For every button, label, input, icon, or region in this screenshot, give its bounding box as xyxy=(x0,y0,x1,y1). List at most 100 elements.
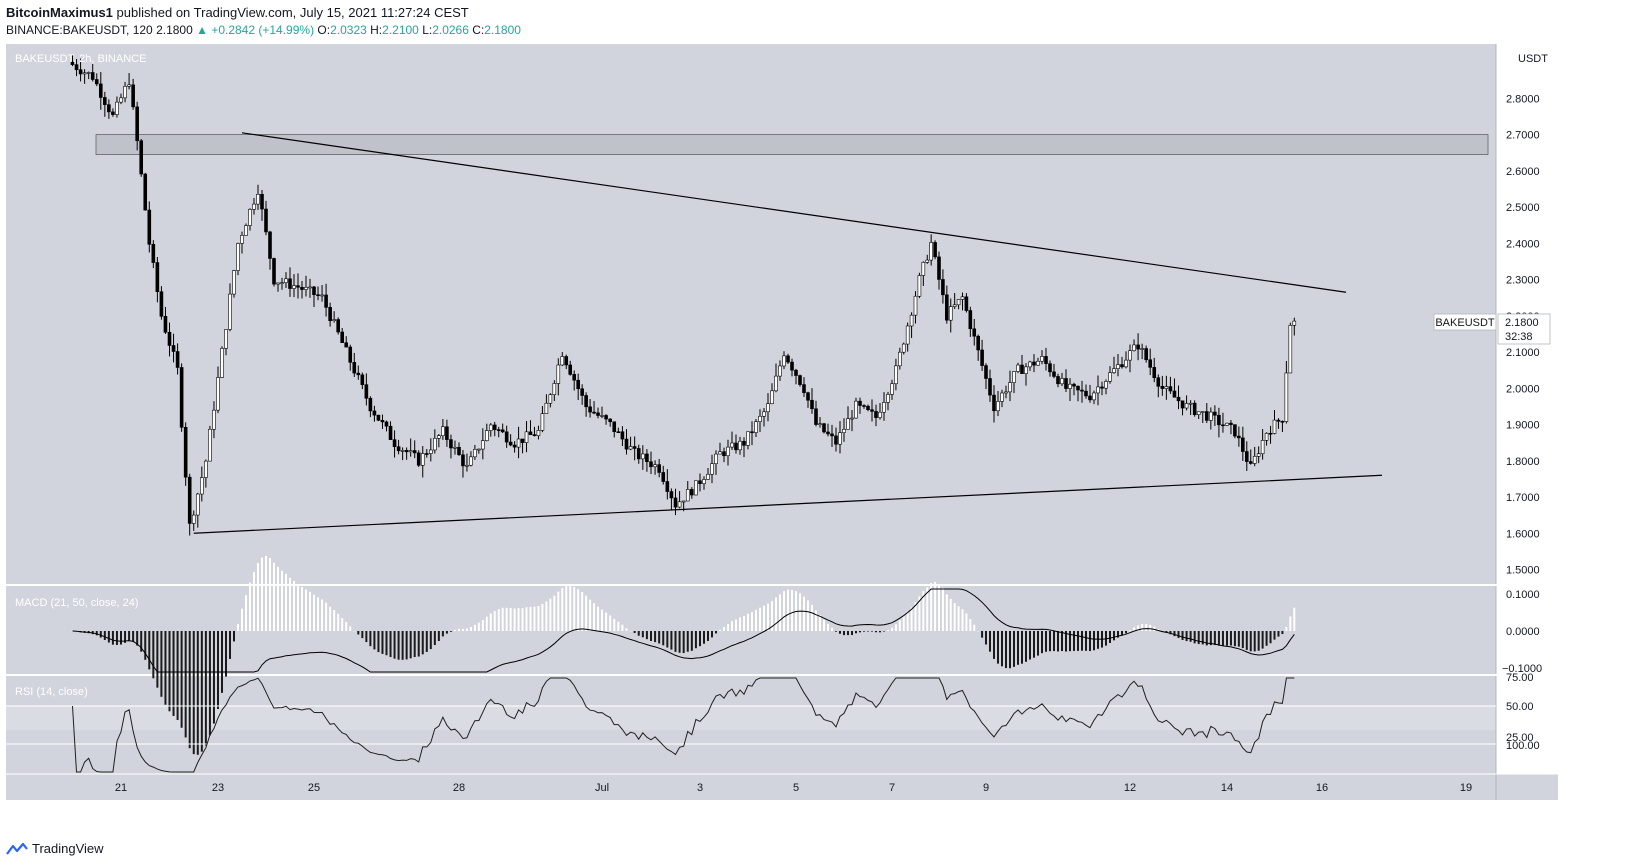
macd-histogram-bar xyxy=(144,631,147,660)
macd-histogram-bar xyxy=(763,605,765,631)
candle-body xyxy=(1140,348,1144,350)
macd-histogram-bar xyxy=(666,631,669,648)
macd-histogram-bar xyxy=(313,594,315,631)
candle-body xyxy=(1064,378,1068,389)
macd-histogram-bar xyxy=(957,606,960,631)
macd-histogram-bar xyxy=(168,631,171,712)
macd-histogram-bar xyxy=(321,599,324,631)
macd-histogram-bar xyxy=(107,631,110,643)
candle-body xyxy=(316,294,320,297)
descending-trendline[interactable] xyxy=(241,132,1347,293)
macd-histogram-bar xyxy=(1285,626,1288,631)
rsi-tick-100: 100.00 xyxy=(1506,740,1540,752)
candle-body xyxy=(1209,411,1213,421)
macd-histogram-bar xyxy=(265,556,267,631)
rsi-legend[interactable]: RSI (14, close) xyxy=(15,686,88,698)
macd-histogram-bar xyxy=(537,606,540,631)
candle-body xyxy=(584,395,588,408)
author-name[interactable]: BitcoinMaximus1 xyxy=(6,5,113,20)
macd-histogram-bar xyxy=(1045,631,1047,652)
macd-histogram-bar xyxy=(333,609,336,631)
macd-histogram-bar xyxy=(385,631,388,656)
candle-body xyxy=(240,235,244,244)
macd-histogram-bar xyxy=(597,606,600,631)
candle-body xyxy=(722,451,726,457)
candle-body xyxy=(890,383,894,395)
candle-body xyxy=(340,331,344,343)
candle-body xyxy=(159,291,164,317)
candle-body xyxy=(1048,363,1052,373)
rsi-tick-75: 75.00 xyxy=(1506,672,1534,684)
macd-histogram-bar xyxy=(156,631,159,688)
footer-brand[interactable]: TradingView xyxy=(6,841,104,856)
macd-histogram-bar xyxy=(1153,626,1156,631)
macd-histogram-bar xyxy=(473,624,476,631)
macd-histogram-bar xyxy=(461,628,464,631)
resistance-zone[interactable] xyxy=(95,134,1489,155)
macd-histogram-bar xyxy=(871,631,873,632)
candle-body xyxy=(937,256,941,280)
price-chart-svg[interactable]: 2.80002.70002.60002.50002.40002.30002.20… xyxy=(6,44,1621,834)
main-legend[interactable]: BAKEUSDT, 2h, BINANCE xyxy=(15,53,146,65)
candle-body xyxy=(681,500,686,503)
macd-histogram-bar xyxy=(465,628,468,631)
macd-histogram-bar xyxy=(493,610,496,631)
macd-histogram-bar xyxy=(891,627,893,631)
price-axis-ticks: 2.80002.70002.60002.50002.40002.30002.20… xyxy=(1506,93,1540,576)
macd-histogram-bar xyxy=(593,603,596,631)
macd-histogram-bar xyxy=(1113,631,1115,641)
candle-body xyxy=(187,476,192,524)
macd-histogram-bar xyxy=(1205,631,1208,646)
macd-histogram-bar xyxy=(188,631,191,749)
candle-body xyxy=(661,472,666,482)
macd-histogram-bar xyxy=(1121,631,1123,636)
candle-body xyxy=(730,442,734,448)
candle-body xyxy=(103,97,107,105)
macd-histogram-bar xyxy=(847,631,849,636)
macd-histogram-bar xyxy=(429,631,432,650)
macd-histogram-bar xyxy=(887,629,889,631)
macd-histogram-bar xyxy=(417,631,420,657)
candle-body xyxy=(552,383,557,395)
macd-histogram-bar xyxy=(401,631,404,660)
candle-body xyxy=(1176,396,1181,402)
macd-histogram-bar xyxy=(249,582,251,631)
macd-histogram-bar xyxy=(1197,631,1200,645)
macd-histogram-bar xyxy=(755,609,757,631)
macd-histogram-bar xyxy=(1065,631,1067,652)
macd-histogram-bar xyxy=(269,558,271,631)
candle-body xyxy=(706,473,710,480)
candle-body xyxy=(320,294,324,297)
ohlc-open-label: O: xyxy=(317,23,331,37)
macd-histogram-bar xyxy=(633,631,636,634)
ascending-trendline[interactable] xyxy=(193,474,1383,534)
candle-body xyxy=(1260,440,1265,455)
candle-body xyxy=(228,293,232,330)
macd-legend[interactable]: MACD (21, 50, close, 24) xyxy=(15,597,139,609)
macd-histogram-bar xyxy=(160,631,163,697)
candle-body xyxy=(762,411,766,417)
candle-body xyxy=(742,440,746,446)
macd-histogram-bar xyxy=(1033,631,1035,658)
candle-body xyxy=(1192,402,1197,416)
candle-body xyxy=(770,390,774,404)
price-tick-label: 2.6000 xyxy=(1506,166,1540,178)
macd-histogram-bar xyxy=(489,613,492,631)
candle-body xyxy=(312,286,316,296)
candle-body xyxy=(858,400,862,406)
footer-brand-text: TradingView xyxy=(32,841,104,856)
macd-histogram-bar xyxy=(961,609,964,631)
candle-body xyxy=(846,418,850,430)
candle-body xyxy=(778,365,782,377)
macd-histogram-bar xyxy=(775,597,777,631)
macd-histogram-bar xyxy=(851,631,853,636)
chart-area[interactable]: 2.80002.70002.60002.50002.40002.30002.20… xyxy=(6,44,1621,834)
macd-histogram-bar xyxy=(1001,631,1003,667)
macd-histogram-bar xyxy=(405,631,408,660)
macd-histogram-bar xyxy=(377,631,380,653)
macd-histogram-bar xyxy=(357,631,360,635)
candle-body xyxy=(1268,432,1273,435)
candle-body xyxy=(485,430,489,441)
macd-histogram-bar xyxy=(1077,631,1079,651)
candle-body xyxy=(1080,389,1084,392)
